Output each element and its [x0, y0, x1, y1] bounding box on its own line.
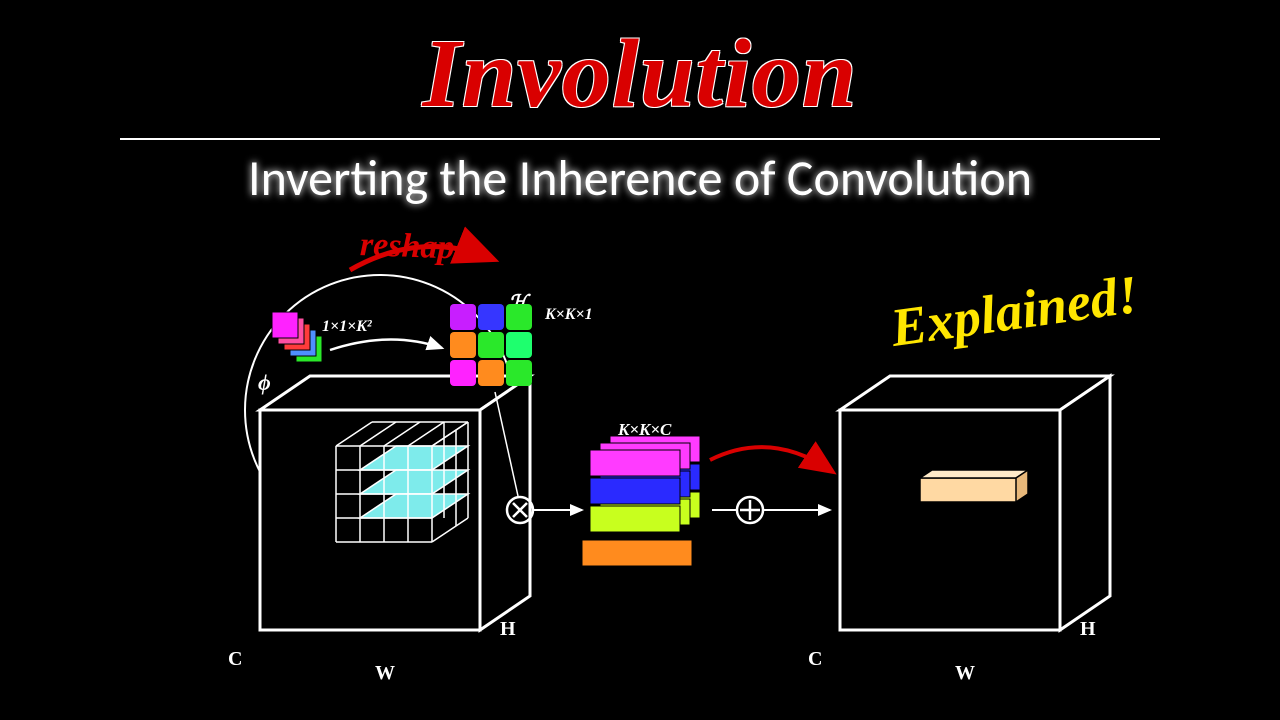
diagram-svg: [0, 0, 1280, 720]
kernel-grid: [450, 304, 532, 386]
phi-stack: [272, 312, 322, 362]
phi-to-h-arrow: [330, 339, 442, 350]
cube-x: [260, 376, 530, 630]
cube-y: [840, 376, 1110, 630]
plus-op: [737, 497, 763, 523]
output-bar: [920, 470, 1028, 502]
kxkxc-block: [582, 436, 700, 566]
reshape-arrow: [350, 246, 490, 270]
red-curve-arrow: [710, 447, 830, 470]
